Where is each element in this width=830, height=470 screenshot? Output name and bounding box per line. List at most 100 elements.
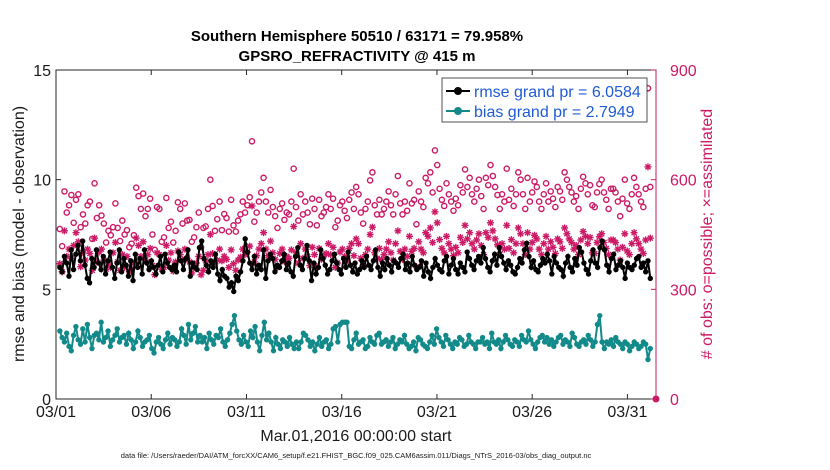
- point-assimilated: [436, 236, 444, 244]
- series-point: [215, 334, 222, 341]
- point-possible: [427, 169, 434, 176]
- asterisk-stroke: [140, 238, 147, 245]
- point-possible: [593, 189, 601, 196]
- series-point: [486, 345, 493, 352]
- point-possible: [269, 203, 277, 211]
- series-point: [116, 247, 123, 253]
- point-possible: [443, 180, 450, 187]
- series-point: [176, 249, 182, 255]
- point-possible: [339, 198, 346, 205]
- asterisk-stroke: [323, 250, 330, 257]
- point-possible: [366, 177, 374, 184]
- point-assimilated: [167, 249, 175, 257]
- point-assimilated: [454, 249, 462, 257]
- series-point: [446, 271, 452, 277]
- point-possible: [255, 198, 263, 205]
- x-tick-label: 03/26: [512, 404, 552, 421]
- series-point: [610, 251, 617, 257]
- asterisk-stroke: [517, 230, 524, 237]
- point-possible: [577, 185, 585, 193]
- point-possible: [533, 183, 541, 191]
- y2-tick-label: 900: [670, 63, 697, 80]
- point-possible: [482, 174, 490, 182]
- series-point: [597, 244, 603, 251]
- asterisk-stroke: [475, 230, 482, 237]
- series-point: [509, 343, 516, 350]
- series-point: [367, 334, 373, 341]
- point-assimilated: [324, 240, 332, 248]
- asterisk-stroke: [587, 234, 594, 241]
- series-point: [148, 258, 155, 264]
- asterisk-stroke: [255, 246, 262, 253]
- point-possible: [100, 220, 108, 227]
- asterisk-stroke: [638, 246, 645, 253]
- asterisk-stroke: [568, 239, 575, 246]
- series-point: [125, 273, 132, 279]
- plot-area: 03/01 03/06 03/11 03/16 03/21 03/26 03/31 0 5 10…: [33, 63, 697, 421]
- point-assimilated: [628, 240, 636, 248]
- asterisk-stroke: [385, 238, 392, 245]
- point-possible: [179, 220, 186, 227]
- point-assimilated: [433, 219, 441, 227]
- series-point: [261, 319, 267, 325]
- series-point: [530, 341, 536, 347]
- series-point: [526, 253, 532, 260]
- point-possible: [91, 180, 98, 187]
- series-point: [219, 266, 226, 273]
- point-possible: [181, 200, 189, 207]
- point-possible: [545, 198, 552, 205]
- series-point: [592, 260, 599, 266]
- point-possible: [174, 199, 182, 206]
- series-point: [155, 262, 161, 268]
- asterisk-stroke: [260, 229, 267, 236]
- point-assimilated: [162, 241, 170, 249]
- point-possible: [489, 172, 497, 180]
- series-point: [98, 319, 104, 325]
- asterisk-stroke: [112, 239, 119, 246]
- series-point: [359, 258, 365, 264]
- point-possible: [160, 234, 168, 241]
- y2-tick-label: 600: [670, 173, 697, 190]
- asterisk-stroke: [554, 235, 561, 242]
- point-possible: [278, 200, 286, 207]
- point-assimilated: [586, 233, 594, 241]
- asterisk-stroke: [237, 254, 244, 261]
- point-assimilated: [461, 221, 469, 229]
- point-possible: [295, 217, 302, 224]
- series-point: [291, 345, 297, 352]
- series-point: [199, 238, 205, 244]
- point-assimilated: [401, 245, 409, 253]
- point-assimilated: [563, 230, 571, 238]
- point-possible: [142, 212, 149, 220]
- point-possible: [586, 181, 594, 189]
- series-point: [100, 253, 106, 260]
- point-assimilated: [257, 240, 265, 248]
- series-point: [226, 284, 232, 290]
- point-assimilated: [447, 245, 455, 253]
- point-possible: [380, 205, 388, 213]
- series-point: [631, 262, 637, 268]
- series-point: [169, 266, 175, 273]
- point-assimilated: [639, 250, 647, 258]
- asterisk-stroke: [246, 243, 253, 250]
- series-point: [500, 339, 506, 345]
- y-axis-left: 0 5 10 15: [33, 63, 61, 409]
- series-point: [376, 330, 382, 336]
- asterisk-stroke: [533, 235, 540, 242]
- series-point: [578, 249, 585, 255]
- series-point: [197, 332, 203, 339]
- series-point: [512, 271, 518, 277]
- series-point: [313, 271, 319, 277]
- point-assimilated: [387, 249, 395, 257]
- series-point: [379, 260, 386, 266]
- series-point: [275, 341, 281, 347]
- point-assimilated: [278, 245, 286, 253]
- point-assimilated: [355, 240, 363, 248]
- series-point: [201, 255, 207, 262]
- point-possible: [211, 227, 219, 235]
- point-possible: [195, 209, 203, 216]
- point-possible: [635, 190, 643, 198]
- series-point: [57, 328, 63, 334]
- series-point: [344, 319, 350, 325]
- point-assimilated: [489, 227, 497, 235]
